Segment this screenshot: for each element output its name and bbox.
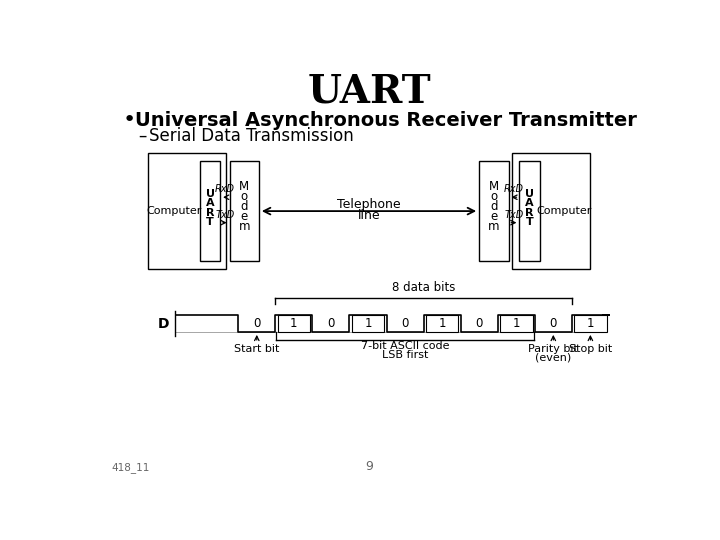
Text: M: M (489, 180, 499, 193)
Text: 8 data bits: 8 data bits (392, 281, 455, 294)
Text: M: M (239, 180, 249, 193)
Bar (200, 161, 220, 261)
Text: (even): (even) (535, 353, 572, 363)
Text: Computer: Computer (536, 206, 592, 216)
Text: T: T (526, 217, 534, 227)
Text: 1: 1 (587, 317, 594, 330)
Text: d: d (490, 200, 498, 213)
Text: R: R (525, 208, 534, 218)
Text: 0: 0 (549, 317, 557, 330)
Text: 1: 1 (438, 317, 446, 330)
Text: TxD: TxD (215, 210, 235, 220)
Text: UART: UART (307, 73, 431, 111)
Text: e: e (490, 210, 498, 223)
Text: Stop bit: Stop bit (569, 345, 612, 354)
Text: 0: 0 (253, 317, 261, 330)
Text: Telephone: Telephone (337, 198, 401, 212)
Text: R: R (206, 208, 215, 218)
Bar (574, 315, 607, 332)
Text: m: m (238, 220, 250, 233)
Bar (479, 161, 508, 261)
Text: RxD: RxD (215, 184, 235, 194)
Text: T: T (206, 217, 214, 227)
Text: D: D (158, 316, 169, 330)
Bar (426, 315, 459, 332)
Text: 0: 0 (475, 317, 483, 330)
Text: A: A (525, 198, 534, 208)
Text: m: m (488, 220, 500, 233)
Text: •: • (122, 110, 136, 130)
Text: 0: 0 (401, 317, 409, 330)
Text: U: U (206, 189, 215, 199)
Text: Parity bit: Parity bit (528, 345, 578, 354)
Text: U: U (525, 189, 534, 199)
Bar (519, 161, 539, 261)
Bar (148, 153, 225, 269)
Text: 1: 1 (513, 317, 520, 330)
Text: A: A (206, 198, 215, 208)
Text: d: d (240, 200, 248, 213)
Text: Start bit: Start bit (234, 345, 279, 354)
Text: 1: 1 (364, 317, 372, 330)
Bar (500, 315, 533, 332)
Text: 0: 0 (327, 317, 335, 330)
Text: RxD: RxD (504, 184, 524, 194)
Bar (351, 315, 384, 332)
Text: Computer: Computer (146, 206, 202, 216)
Text: Universal Asynchronous Receiver Transmitter: Universal Asynchronous Receiver Transmit… (135, 111, 636, 130)
Text: Serial Data Transmission: Serial Data Transmission (149, 127, 354, 145)
Text: 418_11: 418_11 (112, 462, 150, 473)
Text: o: o (490, 190, 498, 203)
Bar (513, 153, 590, 269)
Text: 1: 1 (290, 317, 297, 330)
Bar (230, 161, 259, 261)
Text: TxD: TxD (504, 210, 523, 220)
Text: line: line (358, 209, 380, 222)
Text: o: o (240, 190, 248, 203)
Text: 7-bit ASCII code: 7-bit ASCII code (361, 341, 449, 351)
Text: –: – (138, 127, 146, 145)
Text: e: e (240, 210, 248, 223)
Text: 9: 9 (365, 460, 373, 473)
Bar (277, 315, 310, 332)
Text: LSB first: LSB first (382, 350, 428, 360)
